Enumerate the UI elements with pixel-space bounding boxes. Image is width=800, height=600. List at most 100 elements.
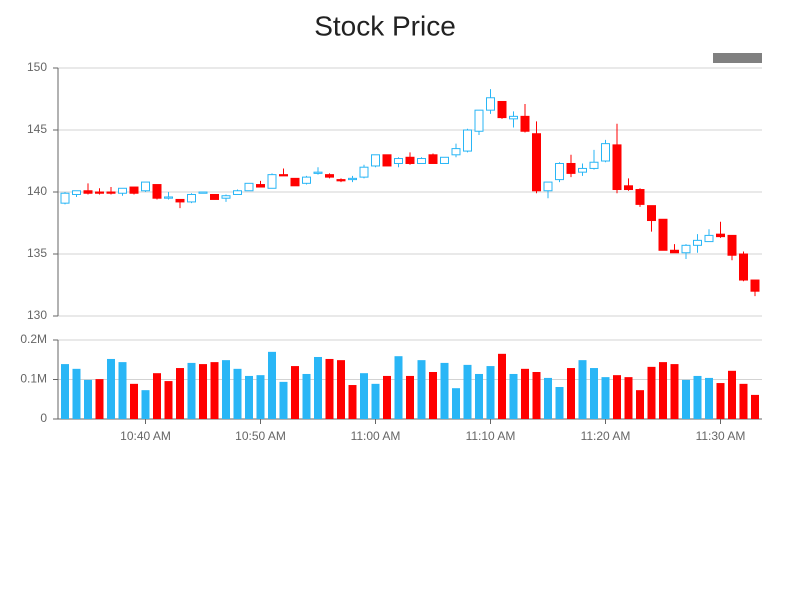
y-tick-label: 130 [27, 308, 47, 322]
volume-bar [337, 360, 345, 419]
candle-body [325, 174, 334, 178]
volume-bar [452, 388, 460, 419]
volume-bar [153, 373, 161, 419]
candle-body [198, 191, 208, 194]
volume-bar [348, 385, 357, 419]
volume-bar [670, 364, 679, 419]
candle-body [451, 148, 461, 156]
chart-title: Stock Price [314, 10, 456, 41]
candle-body [647, 205, 656, 222]
volume-bar [601, 377, 610, 419]
candle-body [244, 182, 254, 192]
candle-body [233, 190, 242, 195]
x-tick-label: 11:20 AM [581, 429, 631, 443]
x-tick-label: 11:00 AM [351, 429, 401, 443]
candle-body [313, 171, 323, 174]
candle-body [382, 154, 392, 167]
volume-bar [176, 368, 184, 419]
volume-bar [72, 368, 81, 419]
volume-bar [647, 366, 656, 419]
y-tick-label: 140 [27, 184, 47, 198]
volume-bar [498, 353, 506, 419]
candle-body [95, 191, 104, 194]
candle-body [302, 176, 311, 184]
candle-body [589, 161, 599, 169]
volume-bar [739, 383, 748, 419]
volume-bar [210, 362, 219, 419]
candle-body [578, 167, 587, 173]
candle-body [256, 184, 265, 188]
candle-body [405, 156, 415, 164]
candle-body [486, 97, 495, 111]
candle-body [670, 249, 679, 254]
volume-bar [613, 375, 621, 419]
candle-body [72, 190, 81, 195]
candle-body [371, 154, 380, 167]
volume-bar [521, 368, 529, 419]
y-tick-label: 0 [40, 411, 47, 425]
volume-bar [107, 358, 115, 419]
candle-body [532, 133, 541, 192]
volume-bar [417, 360, 426, 419]
candle-body [520, 115, 530, 132]
x-tick-label: 10:40 AM [120, 429, 171, 443]
volume-bar [199, 364, 207, 419]
volume-bar [429, 371, 437, 419]
volume-bar [84, 379, 92, 419]
candle-body [543, 181, 553, 192]
volume-bar [61, 364, 69, 419]
volume-bar [314, 356, 322, 419]
candle-body [624, 185, 633, 191]
volume-bar [222, 360, 230, 419]
volume-bar [693, 375, 702, 419]
candle-body [635, 189, 645, 205]
volume-bar [567, 368, 575, 419]
candle-body [187, 193, 196, 203]
candle-body [601, 143, 610, 162]
volume-bar [360, 373, 368, 419]
volume-bar [532, 371, 541, 419]
candle-body [727, 234, 737, 256]
candle-body [394, 158, 403, 164]
candle-body [417, 158, 426, 164]
candle-body [428, 154, 438, 164]
candle-body [290, 177, 300, 187]
candle-body [336, 179, 346, 182]
volume-bar [141, 390, 150, 419]
candle-body [118, 187, 127, 194]
candle-body [497, 100, 507, 119]
candle-body [359, 166, 369, 178]
candle-body [164, 196, 173, 199]
volume-bar [302, 373, 311, 419]
volume-bar [383, 375, 391, 419]
x-tick-label: 10:50 AM [235, 429, 286, 443]
candle-body [221, 195, 231, 199]
candle-body [693, 239, 702, 246]
volume-bar [371, 383, 380, 419]
candle-body [60, 192, 70, 204]
toolbar-button[interactable] [713, 53, 762, 63]
volume-bar [268, 351, 276, 419]
volume-bar [164, 381, 173, 419]
candle-body [141, 181, 150, 192]
candle-body [612, 144, 622, 191]
x-tick-label: 11:10 AM [466, 429, 516, 443]
volume-bar [440, 362, 449, 419]
volume-bar [130, 383, 138, 419]
candle-body [440, 156, 449, 164]
volume-bar [95, 379, 104, 419]
volume-bar [256, 375, 265, 419]
volume-bar [245, 375, 253, 419]
volume-bar [590, 368, 598, 419]
candle-body [267, 174, 277, 189]
y-tick-label: 0.1M [20, 372, 47, 386]
volume-bar [716, 383, 725, 419]
volume-bar [394, 356, 403, 419]
volume-bar [636, 390, 644, 419]
candle-body [463, 129, 472, 152]
volume-bar [325, 358, 334, 419]
candle-body [716, 233, 725, 238]
x-tick-label: 11:30 AM [696, 429, 746, 443]
candle-body [750, 279, 760, 292]
